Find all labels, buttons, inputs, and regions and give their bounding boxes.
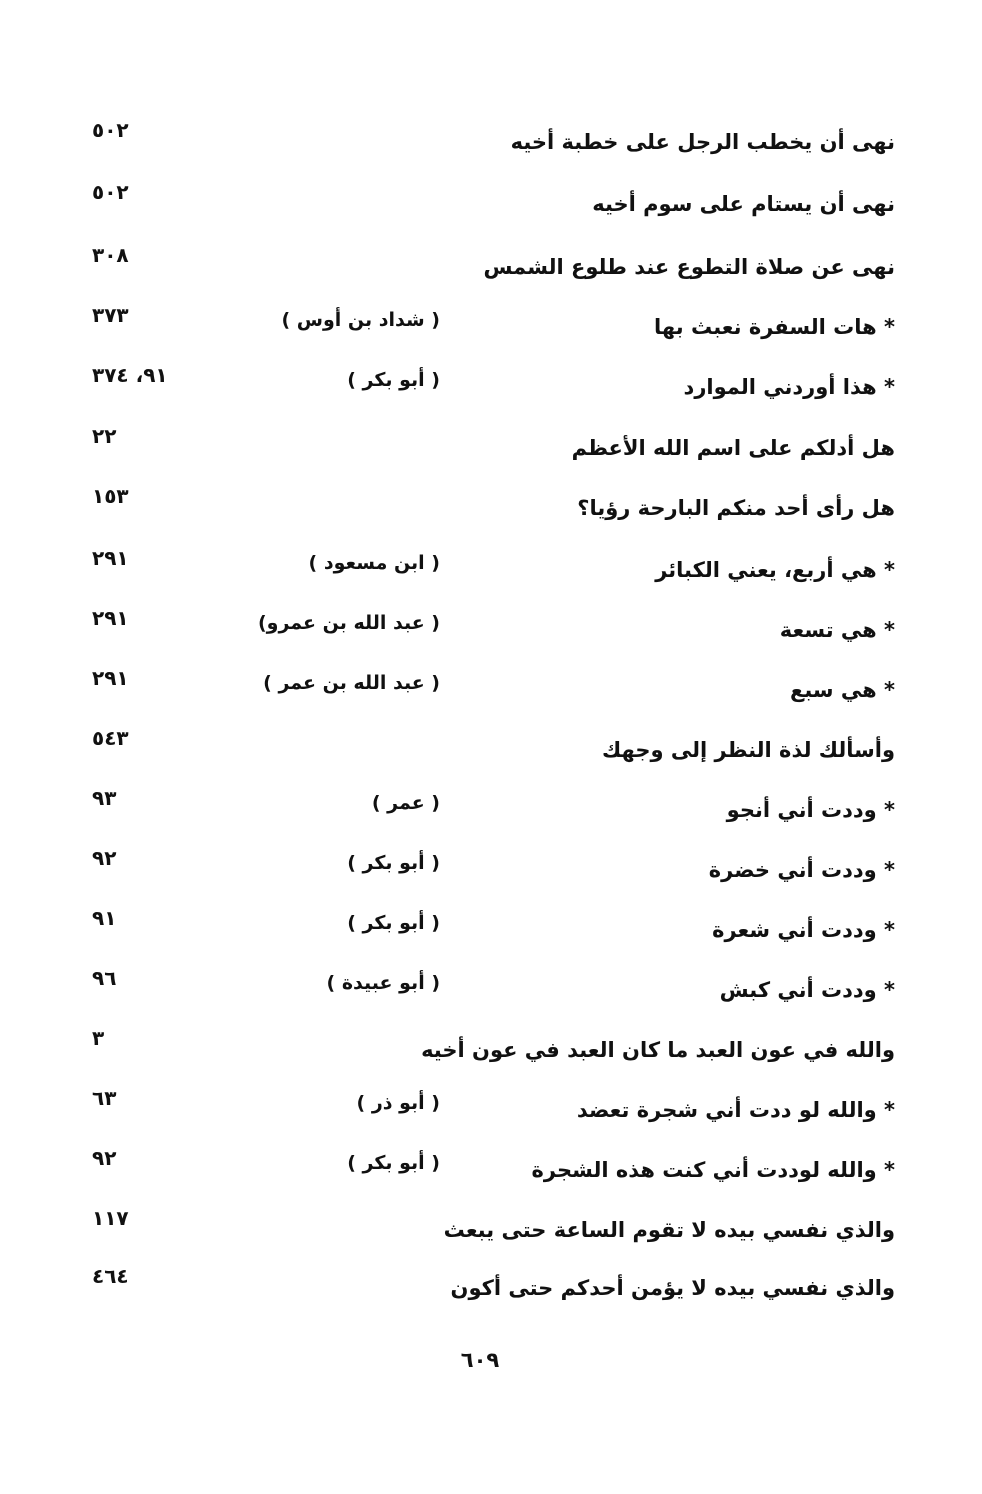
entry-page-refs: ١١٧: [92, 1206, 129, 1230]
entry-title: وأسألك لذة النظر إلى وجهك: [602, 738, 895, 762]
entry-page-refs: ٢٩١: [92, 546, 129, 570]
index-entry: * هي تسعة ( عبد الله بن عمرو) ٢٩١: [0, 606, 982, 656]
entry-page-refs: ٩١، ٣٧٤: [92, 363, 168, 387]
entry-page-refs: ٥٠٢: [92, 180, 129, 204]
entry-narrator: ( أبو بكر ): [347, 369, 440, 391]
index-entry: * هي سبع ( عبد الله بن عمر ) ٢٩١: [0, 666, 982, 716]
entry-title: والله في عون العبد ما كان العبد في عون أ…: [421, 1038, 895, 1062]
entry-title: * هي أربع، يعني الكبائر: [655, 558, 895, 582]
index-entry: والذي نفسي بيده لا يؤمن أحدكم حتى أكون ٤٦…: [0, 1264, 982, 1314]
entry-page-refs: ٤٦٤: [92, 1264, 129, 1288]
entry-page-refs: ٣٠٨: [92, 243, 129, 267]
index-entry: * هات السفرة نعبث بها ( شداد بن أوس ) ٣٧٣: [0, 303, 982, 353]
entry-narrator: ( أبو ذر ): [356, 1092, 440, 1114]
entry-title: والذي نفسي بيده لا تقوم الساعة حتى يبعث: [443, 1218, 895, 1242]
index-entry: * وددت أني شعرة ( أبو بكر ) ٩١: [0, 906, 982, 956]
entry-narrator: ( أبو عبيدة ): [326, 972, 440, 994]
index-entry: * وددت أني خضرة ( أبو بكر ) ٩٢: [0, 846, 982, 896]
entry-title: * هذا أوردني الموارد: [683, 375, 895, 399]
entry-title: * والله لوددت أني كنت هذه الشجرة: [531, 1158, 895, 1182]
index-entry: * وددت أني أنجو ( عمر ) ٩٣: [0, 786, 982, 836]
index-entry: * وددت أني كبش ( أبو عبيدة ) ٩٦: [0, 966, 982, 1016]
entry-page-refs: ٢٩١: [92, 666, 129, 690]
entry-page-refs: ٩١: [92, 906, 117, 930]
entry-page-refs: ٢٢: [92, 424, 117, 448]
entry-narrator: ( عبد الله بن عمرو): [257, 612, 440, 634]
entry-page-refs: ٥٠٢: [92, 118, 129, 142]
entry-title: * والله لو ددت أني شجرة تعضد: [576, 1098, 895, 1122]
entry-narrator: ( أبو بكر ): [347, 852, 440, 874]
entry-title: والذي نفسي بيده لا يؤمن أحدكم حتى أكون: [450, 1276, 895, 1300]
entry-page-refs: ٣٧٣: [92, 303, 129, 327]
entry-title: * وددت أني خضرة: [708, 858, 895, 882]
entry-page-refs: ٢٩١: [92, 606, 129, 630]
entry-page-refs: ٣: [92, 1026, 105, 1050]
entry-title: * هات السفرة نعبث بها: [654, 315, 895, 339]
index-entry: * هذا أوردني الموارد ( أبو بكر ) ٩١، ٣٧٤: [0, 363, 982, 413]
entry-title: نهى أن يخطب الرجل على خطبة أخيه: [510, 130, 895, 154]
entry-title: هل رأى أحد منكم البارحة رؤيا؟: [577, 496, 895, 520]
entry-title: * وددت أني أنجو: [726, 798, 895, 822]
entry-narrator: ( ابن مسعود ): [308, 552, 440, 574]
index-entry: هل أدلكم على اسم الله الأعظم ٢٢: [0, 424, 982, 474]
entry-narrator: ( أبو بكر ): [347, 912, 440, 934]
page-number: ٦٠٩: [460, 1348, 500, 1372]
entry-page-refs: ٩٢: [92, 846, 117, 870]
entry-title: * هي تسعة: [779, 618, 895, 642]
entry-page-refs: ١٥٣: [92, 484, 129, 508]
entry-title: * وددت أني شعرة: [712, 918, 895, 942]
index-entry: وأسألك لذة النظر إلى وجهك ٥٤٣: [0, 726, 982, 776]
entry-title: هل أدلكم على اسم الله الأعظم: [571, 436, 895, 460]
index-entry: نهى أن يستام على سوم أخيه ٥٠٢: [0, 180, 982, 230]
entry-title: * هي سبع: [790, 678, 895, 702]
entry-narrator: ( عبد الله بن عمر ): [263, 672, 440, 694]
entry-page-refs: ٩٦: [92, 966, 117, 990]
entry-narrator: ( أبو بكر ): [347, 1152, 440, 1174]
entry-page-refs: ٦٣: [92, 1086, 117, 1110]
index-entry: * والله لو ددت أني شجرة تعضد ( أبو ذر ) ٦٣: [0, 1086, 982, 1136]
index-entry: * والله لوددت أني كنت هذه الشجرة ( أبو بك…: [0, 1146, 982, 1196]
entry-page-refs: ٩٣: [92, 786, 117, 810]
entry-title: نهى أن يستام على سوم أخيه: [592, 192, 895, 216]
index-entry: والله في عون العبد ما كان العبد في عون أ…: [0, 1026, 982, 1076]
entry-narrator: ( شداد بن أوس ): [281, 309, 440, 331]
entry-title: * وددت أني كبش: [719, 978, 895, 1002]
index-entry: هل رأى أحد منكم البارحة رؤيا؟ ١٥٣: [0, 484, 982, 534]
entry-page-refs: ٩٢: [92, 1146, 117, 1170]
index-entry: نهى عن صلاة التطوع عند طلوع الشمس ٣٠٨: [0, 243, 982, 293]
entry-page-refs: ٥٤٣: [92, 726, 129, 750]
index-entry: نهى أن يخطب الرجل على خطبة أخيه ٥٠٢: [0, 118, 982, 168]
index-entry: * هي أربع، يعني الكبائر ( ابن مسعود ) ٢٩١: [0, 546, 982, 596]
entry-title: نهى عن صلاة التطوع عند طلوع الشمس: [483, 255, 896, 279]
entry-narrator: ( عمر ): [371, 792, 440, 814]
index-entry: والذي نفسي بيده لا تقوم الساعة حتى يبعث ١…: [0, 1206, 982, 1256]
